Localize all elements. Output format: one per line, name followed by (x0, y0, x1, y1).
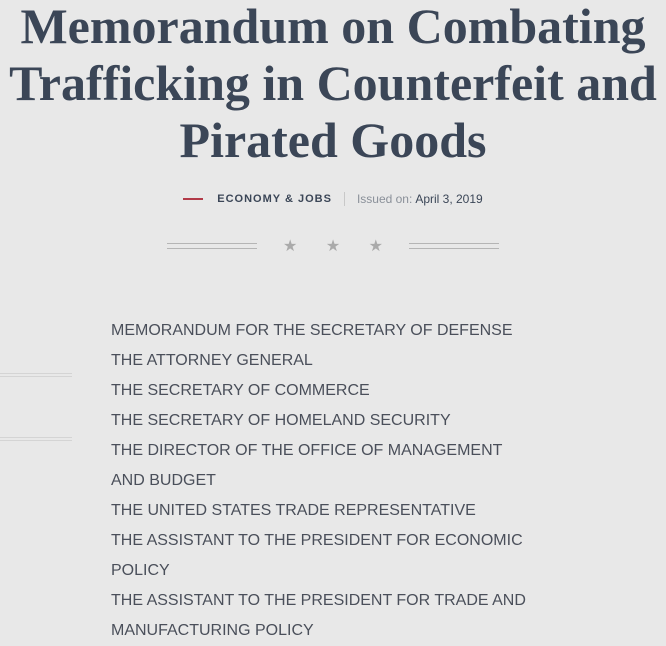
star-divider: ★ ★ ★ (0, 236, 666, 256)
issued-date: April 3, 2019 (415, 192, 483, 206)
addressee: THE ATTORNEY GENERAL (111, 352, 313, 369)
title-line: Memorandum on Combating (20, 0, 646, 54)
side-rule (0, 373, 72, 377)
side-rule (0, 437, 72, 441)
addressee: MEMORANDUM FOR THE SECRETARY OF DEFENSE (111, 322, 513, 339)
addressee: POLICY (111, 562, 170, 579)
page-title: Memorandum on Combating Trafficking in C… (0, 0, 666, 169)
addressee: THE SECRETARY OF HOMELAND SECURITY (111, 412, 451, 429)
separator (343, 192, 345, 206)
addressee: THE DIRECTOR OF THE OFFICE OF MANAGEMENT (111, 442, 503, 459)
meta-bar: ECONOMY & JOBS Issued on: April 3, 2019 (0, 192, 666, 206)
divider-line (167, 243, 258, 249)
issued-label: Issued on: (356, 192, 413, 206)
addressee-list: MEMORANDUM FOR THE SECRETARY OF DEFENSE … (111, 316, 526, 646)
addressee: THE ASSISTANT TO THE PRESIDENT FOR TRADE… (111, 592, 526, 609)
addressee: AND BUDGET (111, 472, 216, 489)
title-line: Trafficking in Counterfeit and (9, 55, 657, 111)
title-line: Pirated Goods (179, 112, 487, 168)
accent-line (183, 198, 204, 200)
addressee: THE SECRETARY OF COMMERCE (111, 382, 370, 399)
addressee: THE ASSISTANT TO THE PRESIDENT FOR ECONO… (111, 532, 523, 549)
stars-icon: ★ ★ ★ (283, 238, 395, 255)
addressee: THE UNITED STATES TRADE REPRESENTATIVE (111, 502, 476, 519)
addressee: MANUFACTURING POLICY (111, 622, 314, 639)
divider-line (408, 243, 499, 249)
category-link[interactable]: ECONOMY & JOBS (217, 193, 332, 205)
